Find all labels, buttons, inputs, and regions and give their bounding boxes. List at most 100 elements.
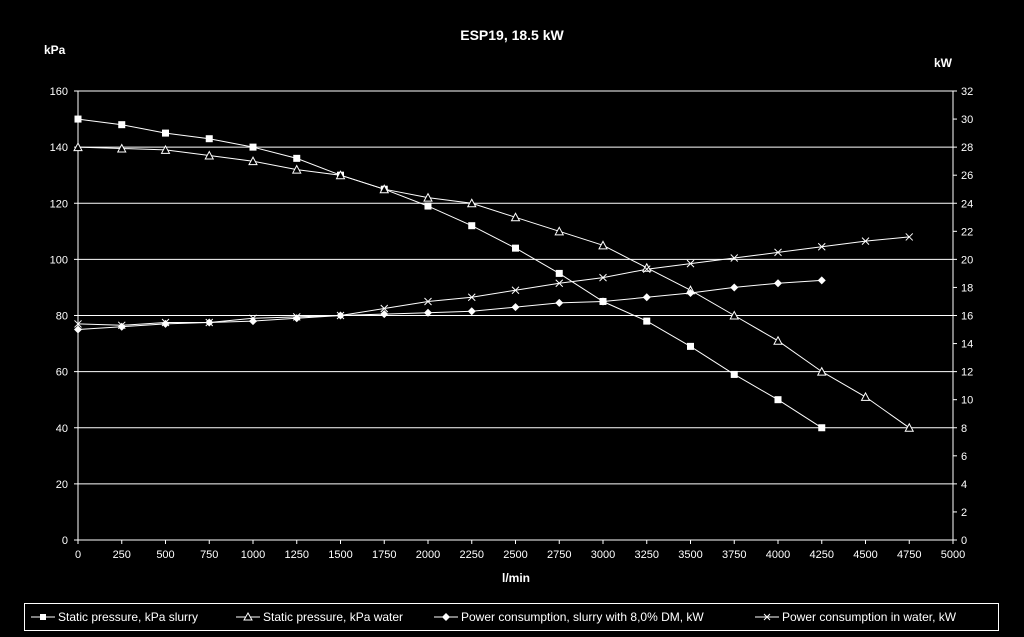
- data-point-diamond: [730, 283, 739, 292]
- data-point-x: [161, 318, 170, 327]
- data-point-square: [293, 154, 301, 162]
- data-point-x: [730, 254, 739, 262]
- grid-lines: [78, 90, 953, 485]
- x-tick-label: 3750: [722, 549, 746, 561]
- data-point-diamond: [555, 298, 564, 307]
- x-tick-label: 1750: [372, 549, 396, 561]
- data-point-x: [555, 279, 564, 288]
- series-line-1: [77, 146, 910, 429]
- y-right-tick-label: 6: [961, 451, 967, 463]
- data-point-square: [118, 121, 126, 129]
- y-left-tick-label: 60: [56, 367, 68, 379]
- legend: Static pressure, kPa slurry Static press…: [24, 603, 999, 631]
- y-right-tick-label: 2: [961, 507, 967, 519]
- data-point-x: [249, 314, 257, 323]
- y-right-tick-label: 8: [961, 423, 967, 435]
- y-right-tick-label: 20: [961, 254, 973, 266]
- x-tick-label: 750: [200, 549, 218, 561]
- left-axis-unit: kPa: [44, 43, 66, 57]
- x-tick-label: 3000: [591, 549, 615, 561]
- data-point-triangle: [860, 391, 871, 401]
- data-point-square: [424, 202, 432, 210]
- data-point-triangle: [510, 212, 521, 222]
- legend-label: Power consumption in water, kW: [782, 610, 957, 624]
- series-lines: [77, 118, 910, 429]
- data-point-triangle: [160, 144, 171, 154]
- data-point-x: [861, 237, 870, 245]
- y-right-tick-label: 24: [961, 198, 973, 210]
- legend-label: Static pressure, kPa water: [263, 610, 404, 624]
- legend-item-water-power: Power consumption in water, kW: [755, 610, 956, 624]
- x-tick-label: 3250: [635, 549, 659, 561]
- data-point-x: [642, 265, 651, 274]
- x-tick-label: 1000: [241, 549, 265, 561]
- data-point-square: [205, 135, 213, 143]
- data-point-x: [117, 321, 126, 330]
- data-point-triangle: [204, 150, 215, 160]
- data-point-diamond: [380, 310, 389, 319]
- data-point-diamond: [74, 325, 82, 334]
- data-point-x: [292, 313, 301, 321]
- series-markers: [73, 115, 915, 432]
- y-right-tick-label: 32: [961, 86, 973, 98]
- y-left-tick-label: 80: [56, 311, 68, 323]
- data-point-triangle: [291, 164, 302, 174]
- x-tick-label: 5000: [941, 549, 965, 561]
- legend-item-slurry-power: Power consumption, slurry with 8,0% DM, …: [434, 610, 704, 624]
- axes: [74, 90, 957, 544]
- data-point-x: [205, 318, 214, 327]
- legend-label: Power consumption, slurry with 8,0% DM, …: [461, 610, 704, 624]
- y-left-tick-label: 40: [56, 423, 68, 435]
- data-point-diamond: [511, 303, 520, 312]
- data-point-square: [468, 222, 476, 230]
- square-marker-icon: [31, 614, 55, 620]
- x-tick-label: 2750: [547, 549, 571, 561]
- x-tick-label: 1500: [328, 549, 352, 561]
- data-point-square: [730, 370, 738, 378]
- y-left-tick-label: 160: [50, 86, 68, 98]
- data-point-triangle: [816, 366, 827, 376]
- y-left-tick-label: 120: [50, 198, 68, 210]
- data-point-x: [380, 304, 389, 313]
- data-point-x: [336, 311, 345, 320]
- data-point-diamond: [424, 308, 432, 317]
- y-right-tick-label: 0: [961, 535, 967, 547]
- data-point-triangle: [729, 310, 740, 320]
- x-axis-label: l/min: [502, 571, 530, 585]
- data-point-x: [905, 233, 914, 241]
- data-point-triangle: [116, 143, 127, 153]
- data-point-diamond: [292, 314, 301, 323]
- data-point-triangle: [73, 142, 83, 152]
- data-point-diamond: [774, 279, 782, 288]
- chart-title: ESP19, 18.5 kW: [460, 27, 564, 43]
- diamond-marker-icon: [434, 613, 458, 621]
- data-point-x: [774, 248, 782, 257]
- y-right-tick-label: 12: [961, 367, 973, 379]
- right-axis-unit: kW: [934, 56, 953, 70]
- y-left-tick-label: 100: [50, 254, 68, 266]
- data-point-triangle: [641, 262, 652, 272]
- x-marker-icon: [755, 613, 779, 621]
- x-tick-label: 4500: [853, 549, 877, 561]
- data-point-triangle: [466, 198, 477, 208]
- data-point-square: [74, 115, 82, 123]
- legend-item-water-pressure: Static pressure, kPa water: [236, 610, 403, 624]
- data-point-x: [511, 286, 520, 295]
- x-tick-label: 2500: [503, 549, 527, 561]
- data-point-triangle: [379, 184, 390, 194]
- x-tick-label: 0: [75, 549, 81, 561]
- series-line-3: [77, 236, 910, 326]
- data-point-diamond: [817, 276, 826, 285]
- data-point-diamond: [117, 322, 126, 331]
- data-point-triangle: [335, 170, 346, 180]
- x-tick-label: 250: [113, 549, 131, 561]
- series-line-0: [77, 118, 823, 429]
- data-point-triangle: [598, 240, 608, 250]
- x-tick-label: 2000: [416, 549, 440, 561]
- legend-label: Static pressure, kPa slurry: [58, 610, 199, 624]
- x-tick-label: 4250: [810, 549, 834, 561]
- data-point-square: [818, 424, 826, 432]
- y-right-tick-label: 10: [961, 395, 973, 407]
- data-point-triangle: [423, 192, 433, 202]
